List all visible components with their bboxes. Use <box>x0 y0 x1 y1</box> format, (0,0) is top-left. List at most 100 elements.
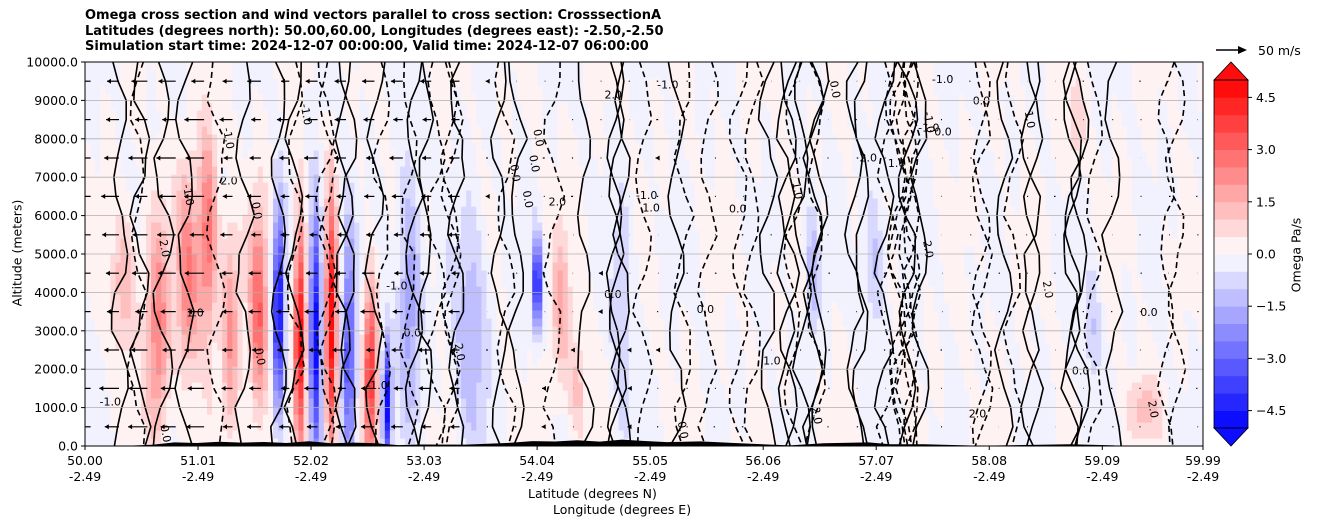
omega-cell <box>151 102 157 111</box>
omega-cell <box>486 358 493 367</box>
omega-cell <box>374 158 381 167</box>
omega-cell <box>303 390 310 399</box>
omega-cell <box>410 310 416 319</box>
omega-cell <box>166 302 172 311</box>
omega-cell <box>120 262 127 271</box>
omega-cell <box>125 390 132 399</box>
omega-cell <box>542 294 549 303</box>
omega-cell <box>608 270 615 279</box>
omega-cell <box>583 318 589 327</box>
omega-cell <box>394 334 401 343</box>
omega-cell <box>308 398 315 407</box>
omega-cell <box>125 134 132 143</box>
omega-cell <box>547 374 554 383</box>
omega-cell <box>110 286 117 295</box>
omega-cell <box>252 310 259 319</box>
omega-cell <box>400 118 406 127</box>
omega-cell <box>334 326 340 335</box>
omega-cell <box>288 278 294 287</box>
omega-cell <box>527 342 533 351</box>
omega-cell <box>166 222 172 231</box>
omega-cell <box>212 342 218 351</box>
omega-cell <box>593 286 599 295</box>
omega-field <box>85 62 1203 446</box>
omega-cell <box>125 142 132 151</box>
omega-cell <box>156 366 162 375</box>
omega-cell <box>257 238 264 247</box>
omega-cell <box>90 102 96 111</box>
omega-cell <box>273 110 279 119</box>
omega-cell <box>323 198 330 207</box>
omega-cell <box>511 238 518 247</box>
omega-cell <box>486 302 493 311</box>
omega-cell <box>491 62 498 71</box>
omega-cell <box>557 118 564 127</box>
omega-cell <box>542 70 549 79</box>
omega-cell <box>405 94 411 103</box>
omega-cell <box>466 198 472 207</box>
omega-cell <box>161 406 167 415</box>
omega-cell <box>471 158 477 167</box>
omega-cell <box>511 366 518 375</box>
omega-cell <box>318 206 325 215</box>
omega-cell <box>145 150 152 159</box>
omega-cell <box>430 342 437 351</box>
omega-cell <box>471 422 477 431</box>
omega-cell <box>603 382 610 391</box>
omega-cell <box>328 358 335 367</box>
omega-cell <box>318 318 325 327</box>
omega-cell <box>318 270 325 279</box>
omega-cell <box>506 310 513 319</box>
omega-cell <box>130 102 137 111</box>
omega-cell <box>445 286 452 295</box>
omega-cell <box>588 390 594 399</box>
omega-cell <box>435 294 442 303</box>
omega-cell <box>389 326 396 335</box>
omega-cell <box>105 70 112 79</box>
omega-cell <box>593 222 599 231</box>
omega-cell <box>374 142 381 151</box>
omega-cell <box>110 78 117 87</box>
omega-cell <box>359 134 366 143</box>
omega-cell <box>206 174 213 183</box>
omega-cell <box>557 134 564 143</box>
omega-cell <box>394 286 401 295</box>
omega-cell <box>151 398 157 407</box>
omega-cell <box>435 62 442 71</box>
omega-cell <box>339 430 345 439</box>
omega-cell <box>110 222 117 231</box>
omega-cell <box>516 222 523 231</box>
omega-cell <box>394 206 401 215</box>
omega-cell <box>273 230 279 239</box>
omega-cell <box>506 302 513 311</box>
omega-cell <box>130 366 137 375</box>
omega-cell <box>400 174 406 183</box>
omega-cell <box>201 238 208 247</box>
omega-cell <box>252 318 259 327</box>
omega-cell <box>379 118 386 127</box>
omega-cell <box>328 206 335 215</box>
omega-cell <box>273 310 279 319</box>
omega-cell <box>527 182 533 191</box>
omega-cell <box>379 358 386 367</box>
omega-cell <box>344 198 350 207</box>
omega-cell <box>242 126 249 135</box>
omega-cell <box>95 302 101 311</box>
omega-cell <box>471 294 477 303</box>
omega-cell <box>516 390 523 399</box>
omega-cell <box>542 198 549 207</box>
omega-cell <box>532 430 538 439</box>
omega-cell <box>527 310 533 319</box>
omega-cell <box>522 222 528 231</box>
omega-cell <box>201 110 208 119</box>
omega-cell <box>135 142 142 151</box>
omega-cell <box>516 174 523 183</box>
omega-cell <box>288 318 294 327</box>
omega-cell <box>217 182 223 191</box>
omega-cell <box>222 86 228 95</box>
omega-cell <box>95 326 101 335</box>
omega-cell <box>145 70 152 79</box>
omega-cell <box>222 190 228 199</box>
omega-cell <box>491 246 498 255</box>
omega-cell <box>455 142 462 151</box>
